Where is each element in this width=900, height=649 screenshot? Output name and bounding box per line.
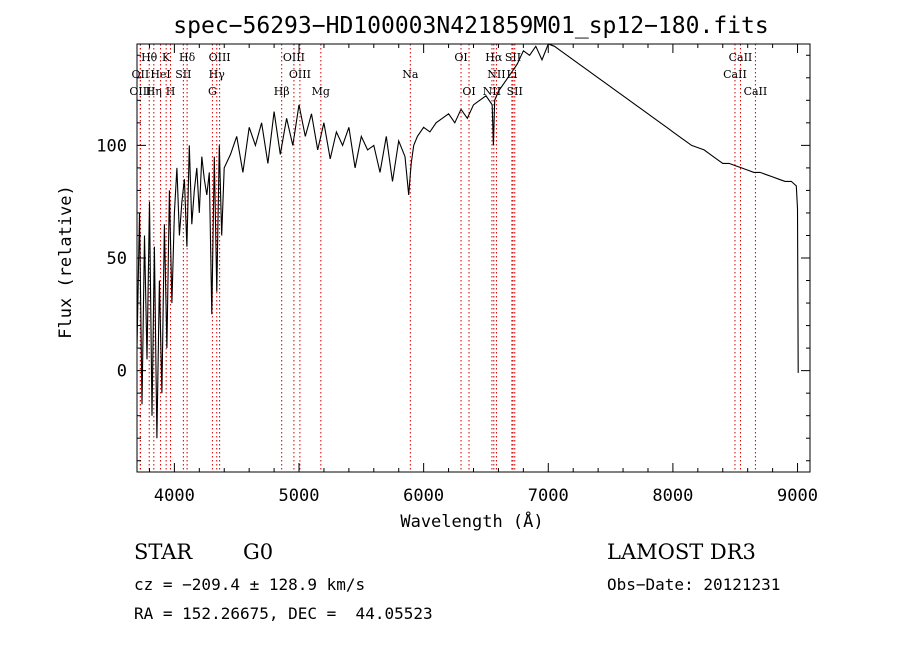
spectral-line-label: K: [162, 51, 171, 64]
x-tick-label: 8000: [652, 486, 693, 506]
x-tick-label: 4000: [154, 486, 195, 506]
x-tick-label: 5000: [279, 486, 320, 506]
spectral-line-label: OIII: [289, 68, 311, 81]
y-tick-label: 100: [96, 136, 127, 156]
y-axis-label: Flux (relative): [56, 185, 76, 339]
spectral-line-label: G: [208, 85, 217, 98]
x-tick-label: 7000: [528, 486, 569, 506]
spectral-line-label: Hη: [146, 85, 162, 98]
spectral-line-label: CaII: [723, 68, 747, 81]
spectral-line-label: Hβ: [274, 85, 290, 98]
spectral-line-label: Hγ: [209, 68, 226, 81]
spectral-line-label: HeI: [150, 68, 170, 81]
x-tick-label: 9000: [777, 486, 818, 506]
object-subclass: G0: [243, 540, 274, 564]
spectral-line-label: Li: [506, 68, 517, 81]
y-axis-ticks: 0 50 100: [96, 54, 810, 462]
spectral-line-label: Hδ: [179, 51, 196, 64]
chart-title: spec−56293−HD100003N421859M01_sp12−180.f…: [173, 13, 768, 39]
object-class: STAR: [134, 540, 193, 564]
spectral-line-label: OI: [454, 51, 467, 64]
x-tick-label: 6000: [403, 486, 444, 506]
x-axis-label: Wavelength (Å): [400, 510, 543, 532]
spectral-line-label: SII: [505, 51, 521, 64]
spectral-line-label: Hθ: [141, 51, 158, 64]
survey-name: LAMOST DR3: [607, 540, 756, 564]
y-tick-label: 50: [107, 249, 127, 269]
spectral-line-label: OIII: [209, 51, 231, 64]
redshift-cz: cz = −209.4 ± 128.9 km/s: [134, 575, 366, 594]
spectral-line-label: CaII: [744, 85, 768, 98]
spectral-line-label: SII: [507, 85, 523, 98]
spectral-line-label: OIII: [283, 51, 305, 64]
plot-frame: [136, 43, 811, 473]
x-axis-ticks: 4000 5000 6000 7000 8000 9000: [148, 44, 818, 506]
observation-date: Obs−Date: 20121231: [607, 575, 781, 594]
spectral-line-label: Na: [402, 68, 419, 81]
spectral-line-label: Hα: [485, 51, 503, 64]
spectral-line-label: NII: [487, 68, 505, 81]
spectral-line-label: CaII: [729, 51, 753, 64]
spectral-line-label: OII: [132, 68, 150, 81]
spectral-line-label: OI: [462, 85, 475, 98]
spectral-line-label: H: [166, 85, 176, 98]
flux-series-line: [136, 43, 799, 439]
spectral-line-label: OIII: [129, 85, 151, 98]
spectral-line-label: SII: [175, 68, 191, 81]
spectral-line-markers: [139, 44, 756, 472]
coordinates: RA = 152.26675, DEC = 44.05523: [134, 604, 433, 623]
y-tick-label: 0: [117, 362, 127, 382]
spectral-line-label: Mg: [312, 85, 330, 98]
